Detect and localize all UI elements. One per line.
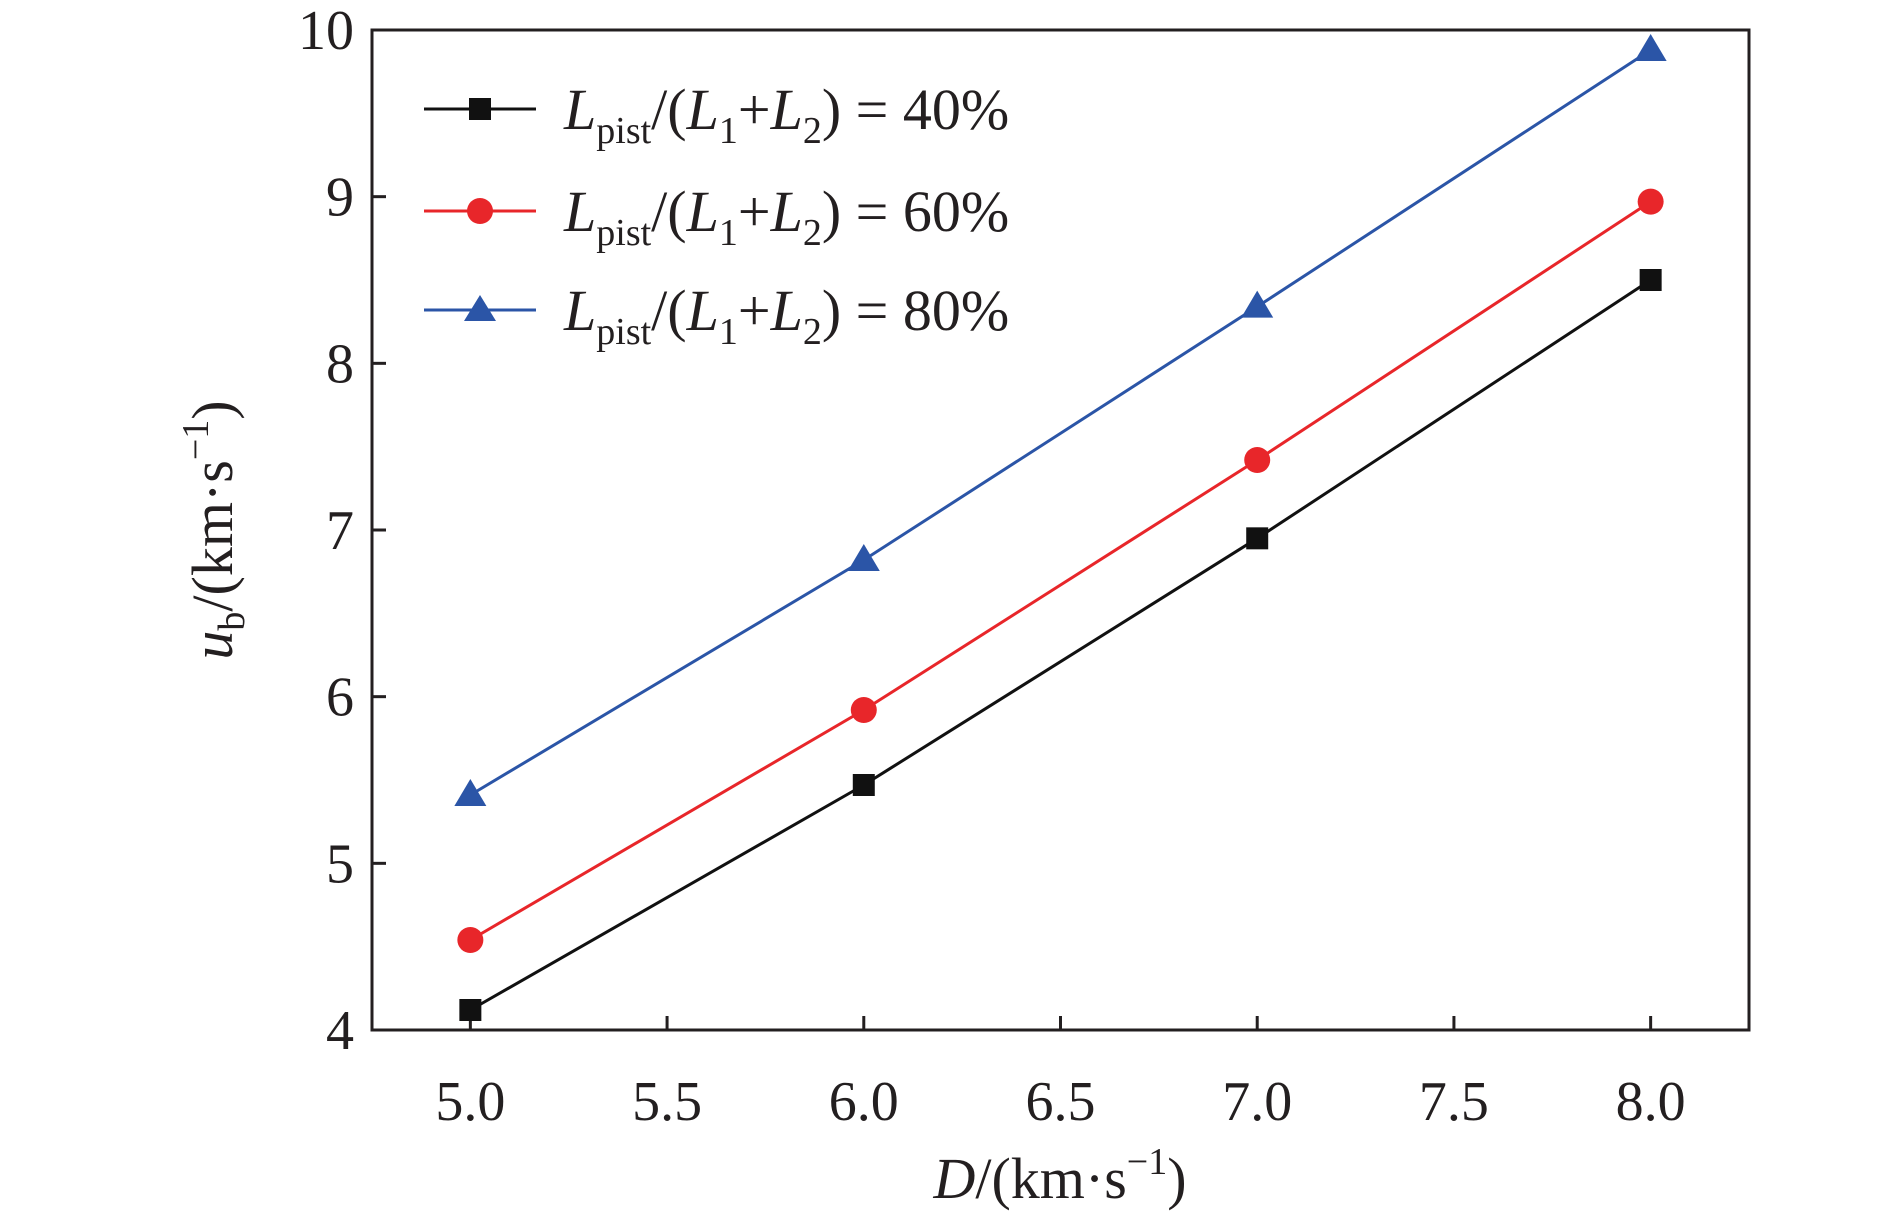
data-point-square — [1246, 527, 1269, 550]
data-point-square — [459, 999, 482, 1021]
data-point-triangle — [454, 779, 487, 806]
legend-label-60: Lpist/(L1+L2) = 60% — [563, 179, 1009, 254]
legend-entry-60: Lpist/(L1+L2) = 60% — [424, 179, 1009, 254]
data-point-circle — [850, 697, 877, 723]
legend-marker-circle — [467, 198, 493, 224]
y-tick-label: 5 — [326, 833, 354, 895]
x-tick-label: 7.5 — [1419, 1071, 1489, 1133]
y-tick-label: 10 — [298, 0, 354, 62]
x-tick-label: 6.5 — [1026, 1071, 1096, 1133]
series-line-3 — [469, 48, 1652, 797]
y-tick-label: 6 — [326, 667, 354, 729]
data-point-square — [1639, 269, 1662, 291]
legend-label-80: Lpist/(L1+L2) = 80% — [563, 278, 1009, 353]
x-axis: 5.0 5.5 6.0 6.5 7.0 7.5 8.0 — [435, 1016, 1686, 1133]
series-line-2 — [469, 200, 1652, 942]
x-tick-label: 5.5 — [632, 1071, 702, 1133]
legend-marker-square — [469, 98, 491, 120]
legend-label-40: Lpist/(L1+L2) = 40% — [563, 77, 1009, 152]
y-tick-label: 7 — [326, 500, 354, 562]
x-tick-label: 5.0 — [435, 1071, 505, 1133]
y-tick-label: 9 — [326, 167, 354, 229]
data-point-triangle — [1634, 34, 1667, 61]
series-line-1 — [469, 278, 1652, 1012]
x-axis-title: D/(km·s−1) — [932, 1141, 1186, 1211]
series-lines — [469, 48, 1652, 1012]
data-point-triangle — [847, 544, 880, 571]
y-axis-title: ub/(km·s−1) — [175, 400, 253, 659]
legend: Lpist/(L1+L2) = 40% Lpist/(L1+L2) = 60% … — [424, 77, 1009, 353]
data-point-triangle — [1241, 290, 1274, 318]
x-tick-label: 6.0 — [829, 1071, 899, 1133]
x-tick-label: 7.0 — [1222, 1071, 1292, 1133]
x-tick-label: 8.0 — [1616, 1071, 1686, 1133]
y-tick-label: 4 — [326, 1000, 354, 1062]
data-point-square — [852, 774, 875, 796]
y-axis: 4 5 6 7 8 9 10 — [298, 0, 386, 1062]
data-point-circle — [1244, 447, 1271, 473]
legend-marker-triangle — [464, 295, 496, 321]
data-point-circle — [1637, 188, 1664, 215]
legend-entry-80: Lpist/(L1+L2) = 80% — [424, 278, 1009, 353]
y-tick-label: 8 — [326, 333, 354, 395]
series-markers — [454, 34, 1667, 1021]
legend-entry-40: Lpist/(L1+L2) = 40% — [424, 77, 1009, 152]
data-point-circle — [457, 927, 484, 953]
